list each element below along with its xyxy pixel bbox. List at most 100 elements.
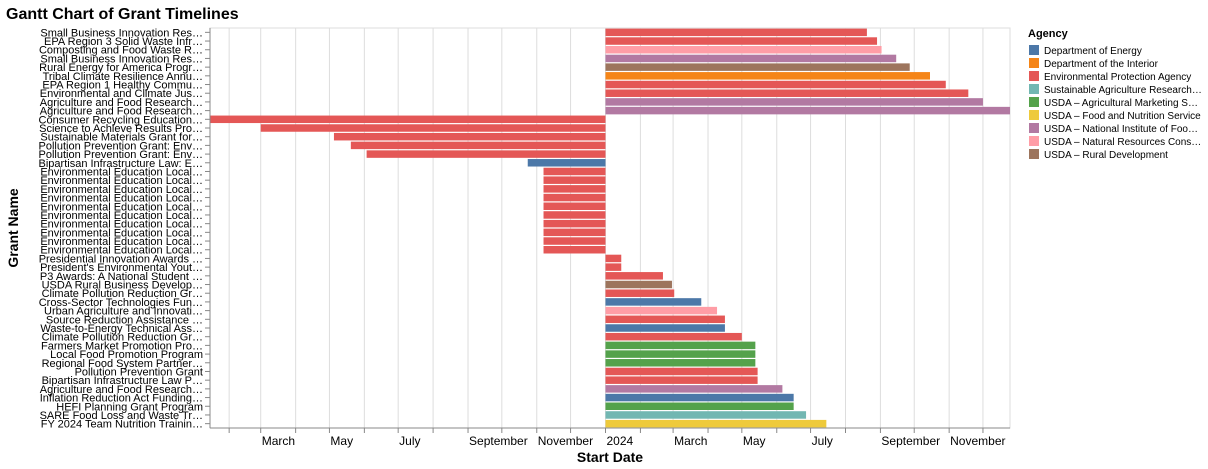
gantt-bar (605, 45, 882, 54)
gantt-bar (605, 254, 622, 263)
gantt-bar (605, 385, 783, 393)
y-axis-labels: Small Business Innovation Res…EPA Region… (39, 27, 211, 431)
x-tick-label: September (469, 434, 528, 448)
x-tick-label: May (330, 434, 353, 448)
gantt-bar (210, 115, 606, 124)
x-tick-label: March (674, 434, 707, 448)
legend-label: USDA – Food and Nutrition Service (1044, 111, 1201, 122)
gantt-bar (605, 298, 702, 306)
x-tick-label: 2024 (606, 434, 633, 448)
x-tick-label: March (262, 434, 295, 448)
grant-name-label: Environmental Education Local… (40, 184, 203, 196)
grant-name-label: FY 2024 Team Nutrition Trainin… (41, 419, 203, 431)
legend-swatch (1029, 136, 1039, 146)
grant-name-label: Agriculture and Food Research… (40, 106, 203, 118)
legend-title: Agency (1028, 28, 1069, 40)
grant-name-label: Presidential Innovation Awards … (39, 253, 203, 265)
gantt-bar (605, 98, 983, 106)
grant-name-label: Environmental and Climate Jus… (40, 88, 203, 100)
gantt-bar (543, 219, 606, 228)
grant-name-label: Agriculture and Food Research… (40, 97, 203, 109)
gantt-bar (605, 332, 742, 341)
grant-name-label: Local Food Promotion Program (50, 349, 203, 361)
grant-name-label: Urban Agriculture and Innovati… (44, 306, 203, 318)
gantt-bar (605, 324, 725, 332)
gantt-bar (605, 402, 794, 411)
legend-label: USDA – Natural Resources Cons… (1044, 137, 1201, 148)
legend-swatch (1029, 71, 1039, 81)
gantt-bar (543, 176, 606, 184)
legend-label: Sustainable Agriculture Research… (1044, 85, 1202, 96)
grant-name-label: Pollution Prevention Grant: Env… (39, 140, 203, 152)
legend-swatch (1029, 149, 1039, 159)
gantt-bar (605, 63, 910, 71)
grant-name-label: Environmental Education Local… (40, 175, 203, 187)
legend-label: USDA – Agricultural Marketing S… (1044, 98, 1198, 109)
grant-name-label: P3 Awards: A National Student … (40, 271, 203, 283)
gantt-bar (605, 411, 807, 419)
gantt-bar (605, 376, 758, 384)
grant-name-label: Rural Energy for America Progr… (39, 62, 203, 74)
gantt-bar (605, 350, 756, 358)
gantt-bar (605, 37, 878, 45)
gantt-bar (543, 228, 606, 237)
gantt-bar (605, 263, 622, 271)
gantt-bar (333, 132, 606, 141)
grant-name-label: President's Environmental Yout… (40, 262, 203, 274)
y-axis-title: Grant Name (5, 188, 21, 268)
legend-label: USDA – Rural Development (1044, 150, 1168, 161)
grant-name-label: Regional Food System Partner… (42, 358, 203, 370)
gantt-bar (543, 211, 606, 219)
gantt-bar (260, 124, 606, 132)
legend-swatch (1029, 58, 1039, 68)
x-tick-label: July (399, 434, 420, 448)
gantt-bar (543, 185, 606, 193)
gantt-bar (605, 419, 827, 428)
grant-name-label: Consumer Recycling Education… (39, 114, 203, 126)
gantt-bar (366, 150, 606, 158)
legend-swatch (1029, 84, 1039, 94)
grant-name-label: Composting and Food Waste R… (39, 45, 203, 57)
gantt-bar (350, 141, 606, 150)
grant-name-label: Small Business Innovation Res… (40, 27, 203, 39)
gantt-bar (605, 393, 794, 402)
legend-swatch (1029, 97, 1039, 107)
grant-name-label: Agriculture and Food Research… (40, 384, 203, 396)
grant-name-label: Environmental Education Local… (40, 219, 203, 231)
gantt-bar (543, 202, 606, 211)
legend-swatch (1029, 110, 1039, 120)
gantt-bar (605, 367, 758, 376)
grant-name-label: Tribal Climate Resilience Annu… (43, 71, 203, 83)
gantt-bar (605, 289, 675, 297)
x-tick-label: May (743, 434, 766, 448)
grant-name-label: SARE Food Loss and Waste Tr… (40, 410, 203, 422)
grant-name-label: Environmental Education Local… (40, 166, 203, 178)
gantt-bar (605, 106, 1010, 115)
gantt-bar (605, 359, 756, 367)
x-tick-label: September (881, 434, 940, 448)
legend-swatch (1029, 45, 1039, 55)
legend-label: Department of the Interior (1044, 59, 1159, 70)
grant-name-label: Environmental Education Local… (40, 245, 203, 257)
grant-name-label: Bipartisan Infrastructure Law P… (42, 375, 203, 387)
grant-name-label: Bipartisan Infrastructure Law: E… (39, 158, 203, 170)
gantt-bar (543, 167, 606, 176)
grant-name-label: Source Reduction Assistance … (46, 314, 203, 326)
gantt-bar (605, 280, 672, 289)
grant-name-label: Small Business Innovation Res… (40, 53, 203, 65)
grant-name-label: Climate Pollution Reduction Gr… (42, 288, 203, 300)
grant-name-label: Waste-to-Energy Technical Ass… (40, 323, 203, 335)
legend-label: USDA – National Institute of Foo… (1044, 124, 1198, 135)
gantt-bar (543, 245, 606, 254)
grant-name-label: Environmental Education Local… (40, 201, 203, 213)
x-axis: March May July September November 2024 March Ma… (210, 427, 1010, 448)
x-tick-label: November (950, 434, 1005, 448)
gantt-bar (605, 306, 718, 315)
gantt-bar (605, 315, 725, 324)
grant-name-label: Environmental Education Local… (40, 227, 203, 239)
grant-name-label: Climate Pollution Reduction Gr… (42, 332, 203, 344)
grant-name-label: USDA Rural Business Develop… (42, 280, 203, 292)
x-axis-title: Start Date (577, 449, 643, 465)
gantt-bar (605, 89, 969, 97)
